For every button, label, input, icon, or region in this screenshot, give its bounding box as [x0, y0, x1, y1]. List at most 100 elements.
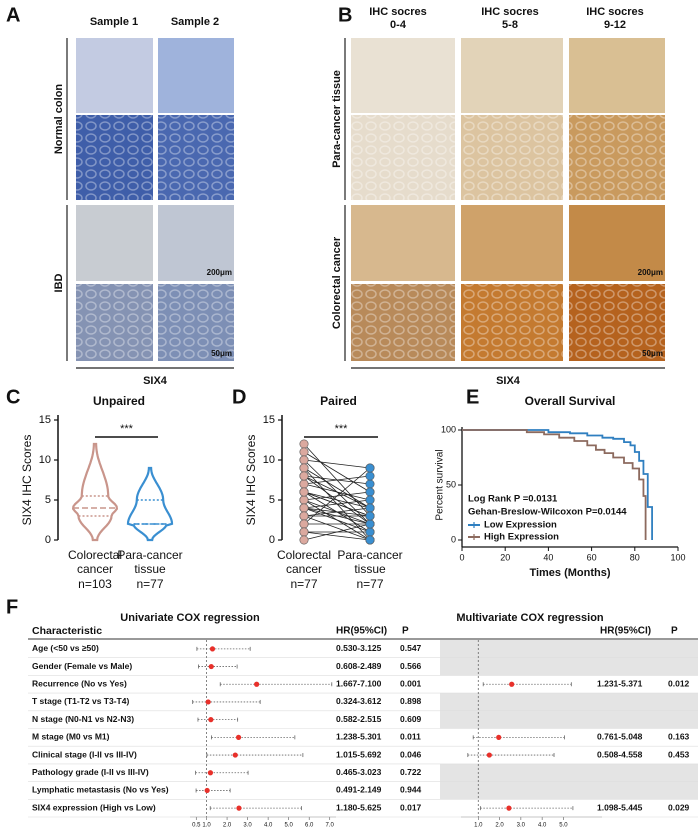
- y-axis-label: SIX4 IHC Scores: [20, 435, 34, 526]
- ci-label: 0.530-3.125: [336, 643, 382, 653]
- micrograph: [351, 205, 455, 281]
- micrograph-texture: [461, 115, 563, 200]
- column-label: Sample 1: [90, 16, 138, 28]
- p-value: 0.163: [668, 732, 690, 742]
- violin: [126, 466, 174, 542]
- ci-label: 1.667-7.100: [336, 679, 382, 689]
- row-label: N stage (N0-N1 vs N2-N3): [32, 714, 134, 724]
- data-point: [299, 503, 309, 513]
- column-label: IHC socres: [369, 6, 426, 18]
- micrograph: [158, 38, 234, 113]
- micrograph: [461, 205, 563, 281]
- x-tick-label: 3.0: [243, 823, 252, 829]
- row-label: Normal colon: [53, 84, 65, 155]
- data-point: [365, 511, 375, 521]
- x-tick-label: 60: [587, 552, 597, 562]
- data-point: [365, 527, 375, 537]
- y-tick-label: 5: [269, 494, 275, 506]
- p-value: 0.898: [400, 696, 422, 706]
- p-value: 0.046: [400, 749, 422, 759]
- column-label: Sample 2: [171, 16, 219, 28]
- pair-line: [303, 451, 371, 493]
- ci-label: 1.098-5.445: [597, 802, 643, 812]
- ci-label: 0.582-2.515: [336, 714, 382, 724]
- ci-label: 1.231-5.371: [597, 679, 643, 689]
- pair-line: [303, 467, 371, 509]
- data-point: [299, 511, 309, 521]
- x-tick-label: 5.0: [559, 823, 568, 829]
- y-axis-label: SIX4 IHC Scores: [244, 435, 258, 526]
- micrograph: [569, 205, 665, 281]
- column-header: HR(95%CI): [600, 626, 651, 637]
- scale-bar-label: 50μm: [642, 349, 663, 358]
- p-value: 0.012: [668, 679, 690, 689]
- n-label: n=77: [136, 577, 164, 591]
- table-header: Characteristic: [32, 625, 102, 637]
- y-tick-label: 15: [39, 414, 51, 426]
- x-tick-label: Para-cancer tissue: [117, 548, 183, 576]
- x-tick-label: 40: [543, 552, 553, 562]
- p-value: 0.566: [400, 661, 422, 671]
- pair-line: [303, 475, 371, 509]
- ci-label: 1.238-5.301: [336, 732, 382, 742]
- data-point: [299, 471, 309, 481]
- micrograph: [351, 38, 455, 113]
- p-value: 0.001: [400, 679, 422, 689]
- x-tick-label: 2.0: [223, 823, 232, 829]
- data-point: [365, 503, 375, 513]
- data-point: [299, 479, 309, 489]
- data-point: [299, 439, 309, 449]
- x-tick-label: 0: [459, 552, 464, 562]
- hazard-ratio: [209, 646, 216, 652]
- scale-bar-label: 50μm: [211, 349, 232, 358]
- column-header: HR(95%CI): [336, 626, 387, 637]
- column-header: P: [402, 626, 409, 637]
- data-point: [299, 455, 309, 465]
- annotation: Gehan-Breslow-Wilcoxon P=0.0144: [468, 507, 627, 518]
- hazard-ratio: [235, 734, 242, 740]
- micrograph-texture: [569, 284, 665, 361]
- survival-curve: [462, 429, 653, 540]
- row-label: IBD: [53, 273, 65, 292]
- panel-letter: B: [338, 4, 352, 26]
- data-point: [365, 487, 375, 497]
- y-tick-label: 15: [263, 414, 275, 426]
- row-label: Clinical stage (I-II vs III-IV): [32, 749, 137, 759]
- panel-letter: F: [6, 596, 18, 618]
- column-label: 9-12: [604, 19, 626, 31]
- row-label: Lymphatic metastasis (No vs Yes): [32, 785, 169, 795]
- x-tick-label: 1.0: [474, 823, 483, 829]
- x-tick-label: Colorectal cancer: [67, 548, 123, 576]
- y-tick-label: 100: [441, 424, 456, 434]
- stain-label: SIX4: [496, 375, 521, 387]
- stain-label: SIX4: [143, 375, 168, 387]
- panel-letter: E: [466, 386, 479, 408]
- hazard-ratio: [236, 805, 242, 811]
- x-tick-label: Colorectal cancer: [276, 548, 332, 576]
- x-axis-label: Times (Months): [529, 567, 610, 579]
- column-label: 0-4: [390, 19, 407, 31]
- hazard-ratio: [204, 787, 210, 794]
- ci-label: 0.491-2.149: [336, 785, 382, 795]
- x-tick-label: 5.0: [284, 823, 293, 829]
- n-label: n=77: [290, 577, 318, 591]
- row-label: Pathology grade (I-II vs III-IV): [32, 767, 149, 777]
- row-label: Colorectal cancer: [331, 236, 343, 329]
- x-tick-label: 4.0: [264, 823, 273, 829]
- x-tick-label: 80: [630, 552, 640, 562]
- pair-line: [303, 467, 371, 525]
- ci-label: 0.608-2.489: [336, 661, 382, 671]
- legend-label: High Expression: [484, 532, 559, 543]
- survival-curve: [462, 429, 647, 540]
- hazard-ratio: [496, 734, 502, 740]
- hazard-ratio: [509, 681, 515, 687]
- pair-line: [303, 459, 371, 469]
- row-label: T stage (T1-T2 vs T3-T4): [32, 696, 129, 706]
- ci-label: 0.324-3.612: [336, 696, 382, 706]
- row-shade: [440, 781, 698, 800]
- row-shade: [440, 693, 698, 711]
- row-shade: [440, 640, 698, 658]
- hazard-ratio: [506, 805, 512, 811]
- x-tick-label: 1.0: [202, 823, 211, 829]
